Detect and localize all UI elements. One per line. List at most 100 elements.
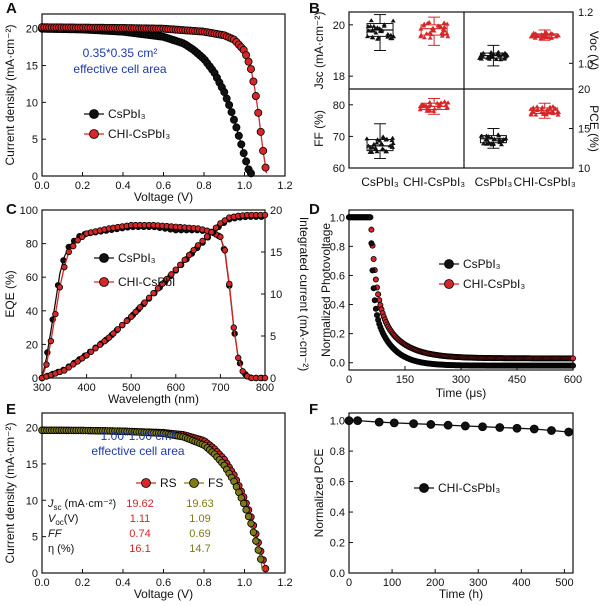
panel-b-metric-2-tick-label: 60	[333, 163, 345, 175]
panel-b-point	[428, 102, 433, 107]
panel-f-y-tick-label: 0.6	[330, 477, 345, 489]
panel-b-point	[369, 34, 375, 39]
panel-b-point	[535, 107, 541, 112]
panel-c-xlabel: Wavelength (nm)	[108, 392, 199, 406]
panel-f-point	[389, 418, 399, 428]
panel-f-ylabel: Normalized PCE	[312, 449, 326, 538]
panel-d-point	[371, 297, 378, 304]
panel-b-point	[543, 112, 549, 117]
panel-a-letter: A	[6, 0, 17, 17]
panel-c-point	[47, 337, 55, 345]
panel-b-point	[427, 100, 433, 104]
panel-b-point	[389, 138, 395, 143]
panel-b-point	[368, 145, 373, 150]
panel-b-metric-3-tick-label: 20	[578, 84, 590, 96]
panel-c-point	[150, 289, 157, 297]
panel-e-table-fs: 1.09	[189, 513, 210, 525]
panel-b-metric-2-tick-label: 70	[333, 131, 345, 143]
panel-b-point	[370, 28, 376, 33]
panel-c-point	[168, 271, 175, 278]
panel-f-point	[478, 422, 487, 432]
panel-c-point	[74, 237, 81, 244]
panel-a-point	[259, 146, 268, 155]
panel-c-point	[141, 299, 148, 306]
panel-b-point	[374, 149, 380, 154]
panel-a-point	[256, 127, 265, 136]
panel-b-point	[440, 26, 446, 31]
panel-b-point	[548, 35, 554, 40]
panel-a-y-tick-label: 15	[26, 61, 38, 73]
panel-c-y2-tick-label: 5	[270, 331, 276, 343]
panel-b-point	[528, 112, 534, 117]
panel-b-point	[488, 50, 494, 54]
panel-a-legend-chi-label: CHI-CsPbI₃	[108, 127, 170, 141]
panel-e-point	[249, 528, 258, 536]
panel-f-y-tick-label: 0.4	[330, 507, 345, 519]
panel-b-point	[364, 136, 370, 141]
panel-b-point	[379, 29, 384, 34]
panel-c-point	[199, 237, 206, 245]
panel-f-letter: F	[309, 401, 318, 418]
panel-c-point	[61, 263, 68, 271]
panel-c-y2-tick-label: 20	[270, 205, 282, 217]
panel-a-point	[244, 57, 253, 66]
panel-e-annotation-2: effective cell area	[91, 444, 184, 458]
panel-c-point	[145, 294, 153, 302]
panel-a-legend-cspbi3-label: CsPbI₃	[108, 107, 146, 121]
panel-b-point	[366, 28, 372, 33]
panel-b-point	[496, 137, 502, 142]
panel-e-table-fs: 19.63	[186, 498, 214, 510]
panel-f-point	[547, 426, 556, 435]
panel-c-legend-cspbi3-label: CsPbI₃	[118, 251, 156, 265]
panel-a-xlabel: Voltage (V)	[134, 190, 193, 204]
panel-f-x-tick-label: 0	[346, 577, 352, 589]
panel-f-xlabel: Time (h)	[439, 587, 483, 601]
panel-c-point	[65, 248, 72, 256]
panel-c-point	[181, 256, 188, 264]
panel-d-legend-chi-marker	[444, 279, 454, 289]
panel-b-point	[383, 149, 389, 154]
panel-d-xlabel: Time (μs)	[436, 386, 486, 400]
panel-c-point	[221, 247, 229, 254]
panel-b-point	[437, 24, 443, 29]
panel-e-point	[254, 546, 262, 554]
panel-f-point	[374, 417, 384, 427]
panel-c-y-tick-label: 40	[26, 306, 38, 318]
panel-a-point	[232, 123, 241, 132]
panel-c-y2-tick-label: 0	[270, 373, 276, 385]
panel-e-point	[247, 519, 255, 528]
panel-c-point	[96, 341, 104, 348]
panel-a-legend-cspbi3-marker	[89, 109, 99, 119]
panel-b-category-label: CsPbI₃	[475, 175, 513, 189]
panel-e-annotation-1: 1.00*1.00 cm²	[101, 429, 176, 443]
panel-a-point	[225, 101, 234, 110]
panel-d-y-tick-label: 0.4	[330, 300, 345, 312]
panel-b-point	[495, 49, 501, 54]
panel-f-legend-label: CHI-CsPbI₃	[438, 481, 500, 495]
panel-b-point	[504, 52, 510, 57]
panel-e-x-tick-label: 1.0	[237, 577, 252, 589]
panel-c-point	[194, 242, 202, 249]
panel-c-ylabel-right: Integrated current (mA·cm⁻²)	[297, 217, 311, 371]
panel-b-point	[381, 23, 387, 28]
panel-b-category-label: CHI-CsPbI₃	[514, 175, 576, 189]
panel-b-point	[385, 34, 391, 39]
panel-b-point	[430, 26, 436, 30]
panel-a-ylabel: Current density (mA·cm⁻²)	[3, 24, 17, 165]
panel-a-x-tick-label: 0.0	[34, 180, 49, 192]
panel-b-point	[440, 31, 446, 36]
panel-c-x-tick-label: 300	[33, 382, 51, 394]
panel-c-letter: C	[6, 201, 17, 218]
panel-b-point	[444, 21, 450, 26]
panel-c-legend-chi-label: CHI-CsPbI	[118, 275, 175, 289]
panel-d-legend-cspbi3-marker	[444, 259, 454, 269]
panel-b-point	[500, 52, 506, 56]
panel-a-y-tick-label: 20	[26, 24, 38, 36]
panel-b-point	[380, 134, 386, 139]
panel-b-point	[485, 134, 491, 139]
panel-d-y-tick-label: 0.6	[330, 270, 345, 282]
panel-c-point	[61, 367, 68, 374]
panel-e-point	[261, 564, 270, 573]
panel-c-point	[119, 321, 126, 329]
panel-c-point	[163, 275, 171, 283]
